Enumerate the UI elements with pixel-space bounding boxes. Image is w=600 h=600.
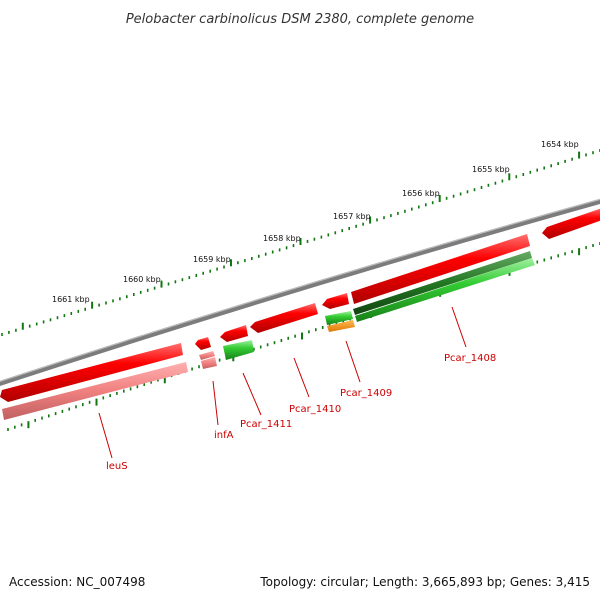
label-leuS[interactable]: leuS: [106, 461, 128, 472]
gene-pcar-1409[interactable]: [322, 293, 349, 309]
gene-pcar-1409-forward[interactable]: [325, 311, 353, 325]
gene-next[interactable]: [542, 207, 600, 239]
leader-leuS: [98, 412, 113, 459]
outer-scale-ticks: [1, 149, 600, 336]
leader-pcar-1408: [451, 306, 467, 348]
tick-label-1655-kbp: 1655 kbp: [472, 165, 510, 174]
leader-pcar-1409: [345, 340, 361, 383]
feature-leuS: [2, 362, 188, 420]
gene-leuS[interactable]: [0, 343, 183, 402]
label-pcar-1411[interactable]: Pcar_1411: [240, 419, 292, 430]
tick-label-1659-kbp: 1659 kbp: [193, 255, 231, 264]
label-infA[interactable]: infA: [214, 430, 234, 441]
map-title: Pelobacter carbinolicus DSM 2380, comple…: [126, 12, 474, 27]
tick-label-1654-kbp: 1654 kbp: [541, 140, 579, 149]
label-pcar-1410[interactable]: Pcar_1410: [289, 404, 341, 415]
genome-backbone: [0, 198, 600, 386]
label-pcar-1408[interactable]: Pcar_1408: [444, 353, 496, 364]
label-leaders: [98, 306, 467, 459]
leader-infA: [212, 380, 219, 426]
gene-infA[interactable]: [195, 337, 211, 350]
tick-label-1660-kbp: 1660 kbp: [123, 275, 161, 284]
feature-infA: [199, 351, 215, 360]
feature-infA-lower: [201, 357, 217, 369]
genome-backbone-highlight: [0, 198, 600, 382]
leader-pcar-1410: [293, 357, 310, 398]
gene-pcar-1408[interactable]: [351, 234, 530, 304]
genome-summary-text: Topology: circular; Length: 3,665,893 bp…: [260, 575, 590, 589]
gene-pcar-1411[interactable]: [220, 325, 248, 342]
tick-label-1657-kbp: 1657 kbp: [333, 212, 371, 221]
gene-pcar-1408-forward-dark[interactable]: [353, 251, 532, 315]
leader-pcar-1411: [242, 372, 262, 416]
gene-pcar-1410[interactable]: [250, 303, 318, 333]
tick-label-1658-kbp: 1658 kbp: [263, 234, 301, 243]
gene-pcar-1408-forward[interactable]: [355, 258, 535, 322]
gene-pcar-1411-forward[interactable]: [223, 340, 254, 360]
tick-label-1661-kbp: 1661 kbp: [52, 295, 90, 304]
label-pcar-1409[interactable]: Pcar_1409: [340, 388, 392, 399]
feature-pcar-1409-misc: [327, 320, 355, 332]
tick-label-1656-kbp: 1656 kbp: [402, 189, 440, 198]
accession-text: Accession: NC_007498: [9, 575, 146, 589]
